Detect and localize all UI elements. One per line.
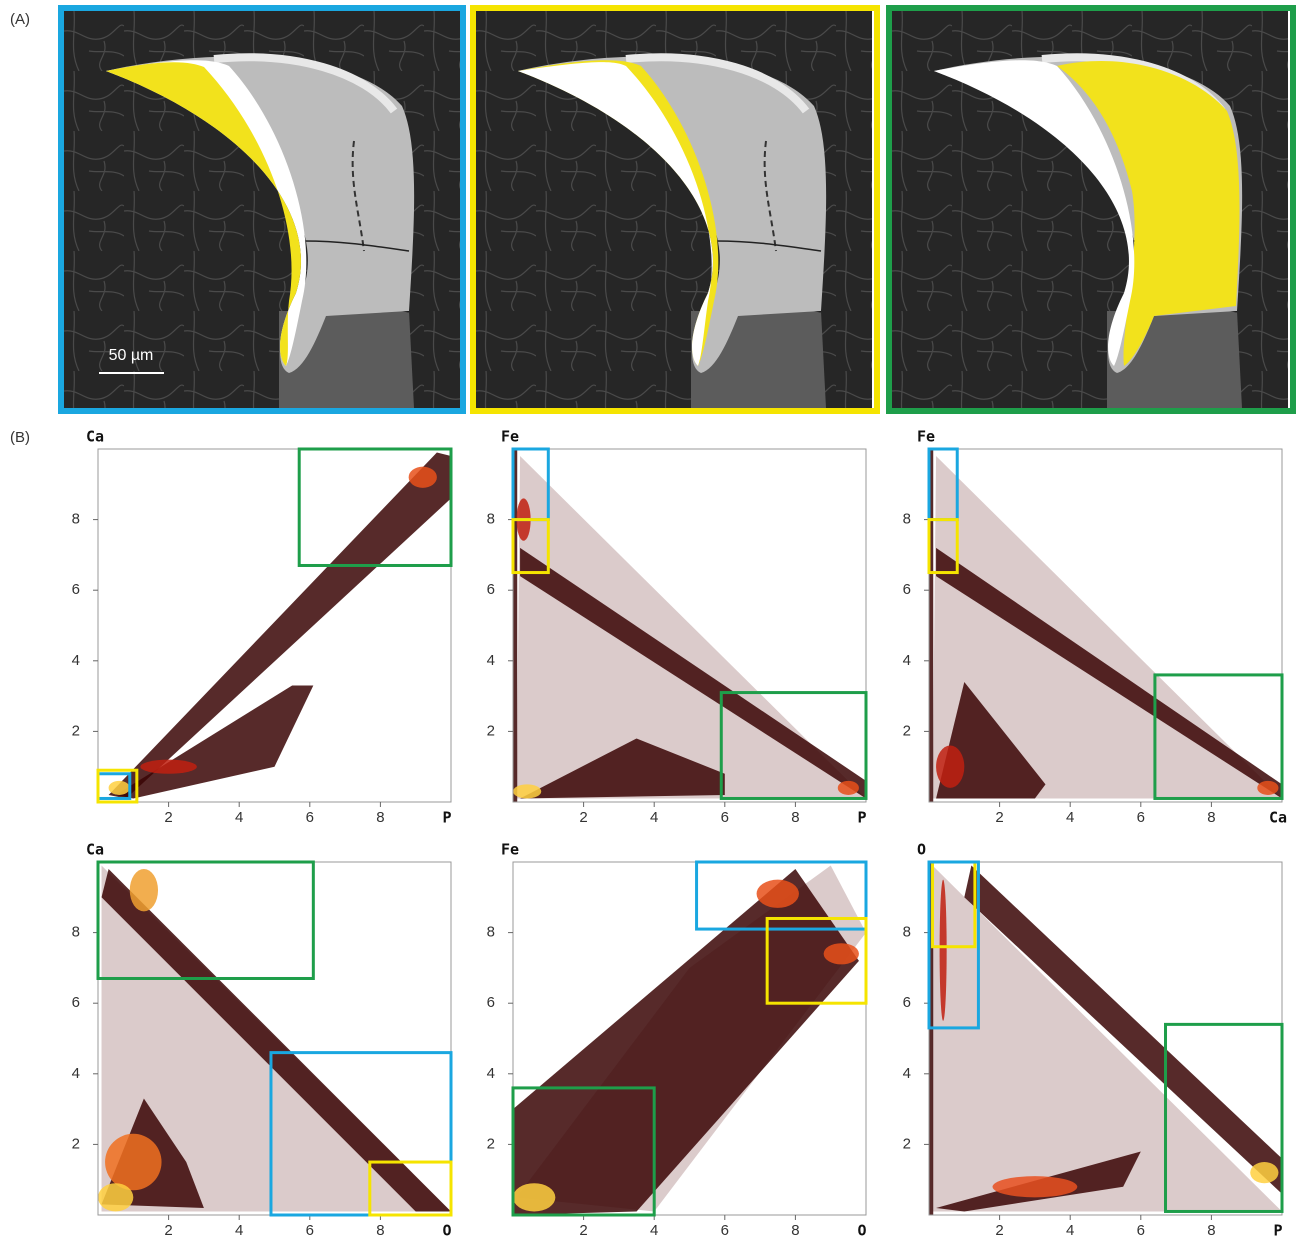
- x-tick-label: 6: [721, 1222, 729, 1239]
- y-tick-label: 6: [903, 581, 911, 598]
- y-axis-label: O: [917, 841, 926, 859]
- panel-label: (B): [10, 429, 30, 446]
- y-axis-label: Fe: [501, 841, 519, 859]
- y-tick-label: 4: [903, 1065, 911, 1082]
- y-tick-label: 4: [487, 1065, 495, 1082]
- x-tick-label: 2: [579, 1222, 587, 1239]
- density-plot: 2 4 6 8 2 4 6 8 Ca O: [72, 841, 452, 1240]
- y-axis-label: Ca: [86, 841, 104, 859]
- density-hotspot: [824, 943, 859, 964]
- figure: (A) (B) 50 µm 2 4 6 8 2 4 6 8 Ca P 2 4 6: [0, 0, 1301, 1243]
- y-tick-label: 8: [487, 924, 495, 941]
- y-tick-label: 6: [72, 994, 80, 1011]
- density-hotspot: [757, 880, 799, 908]
- density-hotspot: [1250, 1162, 1278, 1183]
- x-tick-label: 8: [791, 1222, 799, 1239]
- x-tick-label: 2: [579, 809, 587, 826]
- y-tick-label: 6: [72, 581, 80, 598]
- x-tick-label: 8: [1207, 1222, 1215, 1239]
- density-hotspot: [130, 869, 158, 911]
- density-hotspot: [98, 1183, 133, 1211]
- x-tick-label: 4: [235, 809, 243, 826]
- density-plot: 2 4 6 8 2 4 6 8 Fe O: [487, 841, 867, 1240]
- y-tick-label: 8: [903, 511, 911, 528]
- density-plot: 2 4 6 8 2 4 6 8 Ca P: [72, 428, 452, 827]
- x-tick-label: 6: [1137, 1222, 1145, 1239]
- y-tick-label: 4: [72, 652, 80, 669]
- micrograph: [892, 11, 1288, 408]
- y-tick-label: 2: [487, 1135, 495, 1152]
- x-tick-label: 6: [306, 809, 314, 826]
- x-axis-label: P: [442, 809, 451, 827]
- x-tick-label: 4: [1066, 1222, 1074, 1239]
- density-hotspot: [513, 784, 541, 798]
- scale-bar-label: 50 µm: [109, 347, 154, 364]
- x-tick-label: 2: [995, 1222, 1003, 1239]
- density-hotspot: [940, 880, 947, 1021]
- x-tick-label: 6: [1137, 809, 1145, 826]
- x-axis-label: O: [442, 1222, 451, 1240]
- density-hotspot: [993, 1176, 1078, 1197]
- density-plot: 2 4 6 8 2 4 6 8 O P: [903, 841, 1283, 1240]
- x-tick-label: 8: [376, 1222, 384, 1239]
- y-tick-label: 2: [72, 722, 80, 739]
- x-tick-label: 4: [235, 1222, 243, 1239]
- y-tick-label: 8: [903, 924, 911, 941]
- y-axis-label: Ca: [86, 428, 104, 446]
- density-plot: 2 4 6 8 2 4 6 8 Fe P: [487, 428, 867, 827]
- density-hotspot: [513, 1183, 555, 1211]
- density-hotspot: [105, 1134, 161, 1190]
- y-tick-label: 8: [487, 511, 495, 528]
- density-hotspot: [936, 746, 964, 788]
- y-tick-label: 4: [903, 652, 911, 669]
- y-tick-label: 8: [72, 924, 80, 941]
- x-tick-label: 6: [306, 1222, 314, 1239]
- density-hotspot: [109, 781, 130, 795]
- density-hotspot: [409, 467, 437, 488]
- density-plot: 2 4 6 8 2 4 6 8 Fe Ca: [903, 428, 1287, 827]
- y-tick-label: 6: [903, 994, 911, 1011]
- y-tick-label: 6: [487, 994, 495, 1011]
- x-tick-label: 2: [995, 809, 1003, 826]
- x-tick-label: 2: [164, 1222, 172, 1239]
- page: (A) (B) 50 µm 2 4 6 8 2 4 6 8 Ca P 2 4 6: [0, 0, 1301, 1243]
- density-hotspot: [140, 760, 196, 774]
- y-axis-label: Fe: [917, 428, 935, 446]
- y-tick-label: 2: [903, 1135, 911, 1152]
- x-tick-label: 8: [376, 809, 384, 826]
- x-tick-label: 8: [1207, 809, 1215, 826]
- x-axis-label: O: [857, 1222, 866, 1240]
- density-hotspot: [1257, 781, 1278, 795]
- y-axis-label: Fe: [501, 428, 519, 446]
- y-tick-label: 8: [72, 511, 80, 528]
- micrograph: [476, 11, 872, 408]
- y-tick-label: 6: [487, 581, 495, 598]
- y-tick-label: 2: [487, 722, 495, 739]
- micrograph: 50 µm: [64, 11, 460, 408]
- x-tick-label: 6: [721, 809, 729, 826]
- x-tick-label: 8: [791, 809, 799, 826]
- x-axis-label: P: [1273, 1222, 1282, 1240]
- y-tick-label: 4: [72, 1065, 80, 1082]
- x-axis-label: Ca: [1269, 809, 1287, 827]
- y-tick-label: 2: [72, 1135, 80, 1152]
- panel-label: (A): [10, 11, 30, 28]
- x-tick-label: 4: [1066, 809, 1074, 826]
- x-tick-label: 2: [164, 809, 172, 826]
- x-axis-label: P: [857, 809, 866, 827]
- x-tick-label: 4: [650, 1222, 658, 1239]
- y-tick-label: 4: [487, 652, 495, 669]
- density-hotspot: [838, 781, 859, 795]
- y-tick-label: 2: [903, 722, 911, 739]
- x-tick-label: 4: [650, 809, 658, 826]
